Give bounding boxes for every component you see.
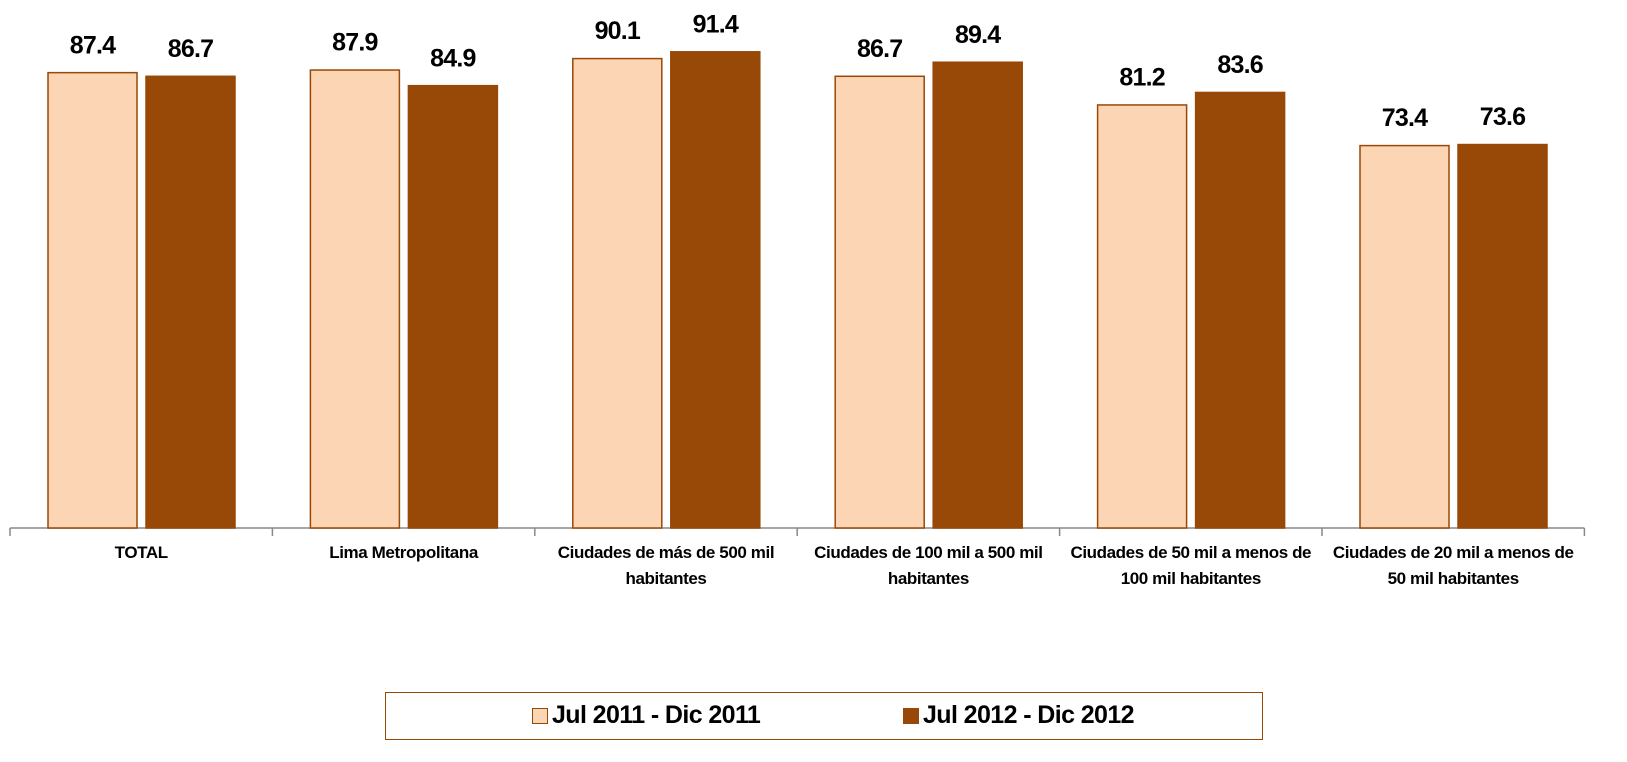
bar [670,51,761,529]
data-label: 87.4 [70,31,116,59]
legend-label: Jul 2012 - Dic 2012 [923,701,1135,729]
bar [572,57,663,529]
bar [932,61,1023,529]
x-tick-label: Ciudades de más de 500 mil habitantes [557,543,775,588]
x-tick-label: Ciudades de 50 mil a menos de 100 mil ha… [1070,543,1312,588]
data-label: 87.9 [332,29,377,57]
bar [834,75,925,529]
data-label: 86.7 [857,35,902,63]
bar [407,84,499,529]
bar [1359,144,1450,529]
data-label: 91.4 [693,10,739,38]
data-label: 86.7 [168,35,213,63]
data-label: 73.6 [1480,103,1525,131]
data-label: 81.2 [1119,64,1164,92]
x-tick-label: Ciudades de 100 mil a 500 mil habitantes [814,543,1043,588]
legend-swatch [532,708,548,724]
bar [145,75,236,529]
data-label: 84.9 [430,44,475,72]
x-tick-label: Ciudades de 20 mil a menos de 50 mil hab… [1332,543,1574,588]
data-label: 90.1 [595,17,641,45]
data-label: 89.4 [955,21,1001,49]
bar [309,69,401,529]
bar [1096,104,1188,529]
legend-label: Jul 2011 - Dic 2011 [552,701,761,729]
x-tick-label: Lima Metropolitana [329,543,478,562]
data-label: 83.6 [1217,51,1262,79]
bar [1457,143,1548,529]
legend-swatch [903,708,919,724]
x-tick-label: TOTAL [114,543,168,562]
bar [1194,91,1286,529]
legend: Jul 2011 - Dic 2011 Jul 2012 - Dic 2012 [385,692,1263,740]
bar [47,71,138,529]
data-label: 73.4 [1382,104,1428,132]
